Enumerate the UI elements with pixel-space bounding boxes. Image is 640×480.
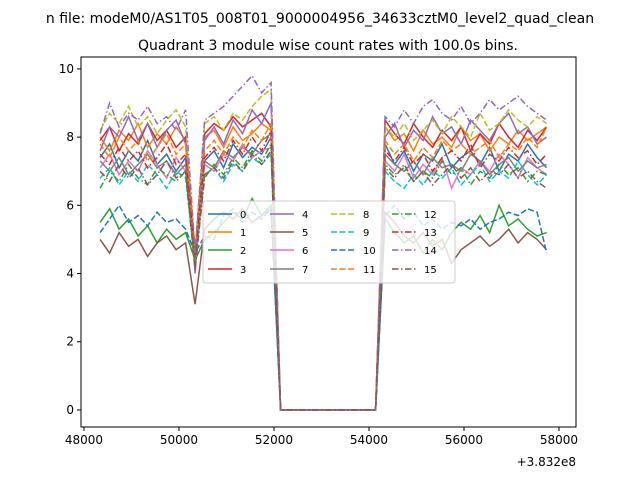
- y-tick-label: 0: [66, 403, 74, 417]
- legend-label-3: 3: [240, 265, 246, 276]
- series-line-9: [99, 152, 548, 411]
- x-tick-label: 56000: [445, 433, 483, 447]
- y-tick-label: 6: [66, 198, 74, 212]
- x-tick-label: 48000: [65, 433, 103, 447]
- y-tick-label: 8: [66, 130, 74, 144]
- y-tick-label: 10: [59, 62, 74, 76]
- legend-label-0: 0: [240, 210, 246, 221]
- legend-label-14: 14: [424, 246, 437, 257]
- x-tick-label: 50000: [160, 433, 198, 447]
- legend-label-5: 5: [302, 228, 308, 239]
- series-line-15: [99, 148, 548, 411]
- chart-title: Quadrant 3 module wise count rates with …: [138, 38, 518, 54]
- series-line-10: [99, 203, 548, 411]
- series-line-11: [99, 120, 548, 411]
- legend-label-10: 10: [363, 246, 376, 257]
- legend-label-6: 6: [302, 246, 308, 257]
- y-tick-label: 2: [66, 335, 74, 349]
- series-line-14: [99, 74, 548, 411]
- x-tick-label: 52000: [255, 433, 293, 447]
- legend-label-1: 1: [240, 228, 246, 239]
- x-tick-label: 58000: [540, 433, 578, 447]
- legend-label-8: 8: [363, 210, 369, 221]
- x-axis: 48000 50000 52000 54000 56000 58000: [65, 427, 578, 447]
- x-offset-label: +3.832e8: [517, 455, 576, 469]
- plot-lines: [99, 74, 548, 411]
- legend-label-13: 13: [424, 228, 437, 239]
- legend-label-2: 2: [240, 246, 246, 257]
- suptitle: n file: modeM0/AS1T05_008T01_9000004956_…: [46, 11, 594, 27]
- y-axis: 0 2 4 6 8 10: [59, 62, 81, 417]
- axes-frame: [80, 56, 577, 428]
- legend-label-12: 12: [424, 210, 437, 221]
- x-tick-label: 54000: [350, 433, 388, 447]
- legend-label-7: 7: [302, 265, 308, 276]
- legend-frame: [202, 200, 456, 284]
- series-line-13: [99, 129, 548, 411]
- legend-label-4: 4: [302, 210, 308, 221]
- series-line-12: [99, 141, 547, 411]
- legend-label-11: 11: [363, 265, 376, 276]
- legend-label-15: 15: [424, 265, 437, 276]
- legend-label-9: 9: [363, 228, 369, 239]
- series-line-8: [99, 87, 548, 411]
- y-tick-label: 4: [66, 267, 74, 281]
